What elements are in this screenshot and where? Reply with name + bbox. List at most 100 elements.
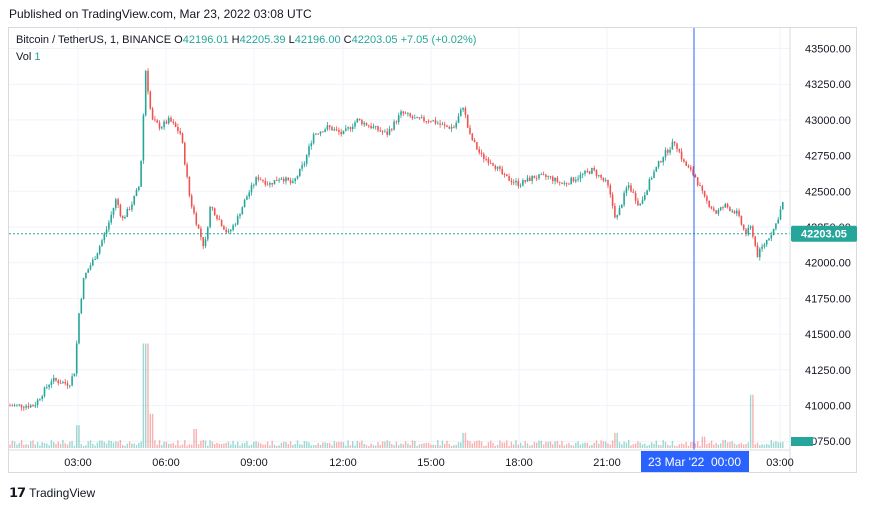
candle-body [547, 176, 549, 178]
volume-bar [490, 440, 492, 448]
candle-body [328, 125, 331, 128]
candle-body [239, 214, 241, 217]
candle-body [73, 373, 76, 377]
candle-body [775, 223, 777, 229]
candle-body [271, 182, 273, 185]
chart-frame[interactable] [8, 27, 857, 473]
volume-bar [496, 444, 499, 448]
volume-bar [473, 441, 476, 448]
candle-body [593, 168, 595, 170]
candle-body [195, 213, 198, 225]
candle-body [236, 216, 239, 225]
volume-bar [779, 442, 782, 448]
volume-bar [11, 440, 13, 448]
volume-bar [138, 442, 140, 448]
volume-bar [763, 444, 766, 448]
candle-body [710, 206, 713, 209]
volume-bar [634, 443, 637, 448]
candle-body [653, 171, 655, 178]
volume-bar [379, 444, 381, 448]
candle-body [404, 113, 407, 115]
candle-body [680, 151, 683, 160]
volume-bar [112, 442, 115, 448]
high-value: 42205.39 [239, 34, 286, 46]
candle-body [335, 129, 338, 131]
volume-bar [697, 441, 699, 448]
candle-body [370, 126, 372, 129]
candle-body [508, 176, 510, 181]
volume-bar [20, 440, 23, 448]
volume-bars [9, 343, 784, 448]
candle-body [579, 174, 582, 179]
candle-body [204, 239, 207, 247]
volume-bar [363, 443, 365, 448]
volume-bar [439, 445, 441, 448]
x-tick-label: 09:00 [240, 457, 268, 469]
volume-bar [416, 445, 418, 448]
symbol-name[interactable]: Bitcoin / TetherUS, 1, BINANCE [16, 34, 172, 46]
candle-body [598, 174, 600, 176]
volume-bar [32, 440, 34, 448]
candle-body [101, 240, 103, 247]
volume-bar [237, 441, 239, 448]
brand-name: TradingView [29, 486, 96, 500]
candle-body [701, 185, 704, 191]
candle-body [379, 130, 382, 132]
volume-bar [101, 440, 103, 448]
candle-body [351, 126, 354, 130]
candle-body [696, 177, 699, 186]
volume-bar [124, 445, 126, 448]
volume-bar [248, 445, 250, 448]
volume-bar [607, 443, 609, 448]
volume-bar [692, 441, 694, 448]
candle-body [255, 177, 257, 185]
volume-bar [398, 445, 400, 448]
volume-bar [450, 445, 453, 448]
volume-bar [427, 442, 430, 448]
volume-bar [85, 445, 87, 448]
candle-body [393, 121, 395, 130]
candle-body [349, 127, 352, 130]
candle-body [273, 180, 276, 185]
candle-body [59, 383, 62, 384]
volume-bar [621, 444, 623, 448]
x-tick-label: 12:00 [329, 457, 357, 469]
candle-body [241, 207, 244, 215]
volume-bar [82, 445, 85, 448]
volume-bar [609, 444, 611, 448]
candle-body [754, 236, 756, 246]
candle-body [395, 121, 398, 123]
candle-body [749, 226, 752, 228]
close-label: C [343, 34, 352, 46]
candle-body [414, 117, 416, 119]
candle-body [200, 228, 202, 238]
volume-bar [50, 440, 53, 448]
volume-bar [770, 440, 772, 448]
candle-body [223, 226, 225, 230]
candle-body [147, 70, 149, 92]
candle-body [669, 149, 671, 153]
candle-body [443, 124, 446, 126]
volume-bar [554, 441, 556, 448]
footer-branding[interactable]: 𝟭𝟳 TradingView [9, 485, 95, 501]
volume-bar [690, 441, 692, 448]
candle-body [779, 209, 782, 220]
volume-label[interactable]: Vol [16, 51, 32, 63]
candle-body [586, 171, 589, 172]
volume-bar [671, 440, 674, 448]
candle-body [89, 265, 92, 270]
candle-body [644, 195, 646, 200]
candle-body [374, 126, 377, 127]
candle-body [264, 181, 267, 185]
volume-bar [547, 442, 549, 448]
candle-body [529, 177, 531, 181]
volume-bar [317, 443, 319, 448]
volume-bar [432, 444, 434, 448]
volume-bar [94, 445, 96, 448]
volume-bar [368, 445, 370, 448]
candle-body [356, 118, 359, 123]
volume-bar [151, 413, 154, 448]
volume-bar [701, 436, 703, 448]
volume-bar [232, 440, 234, 448]
